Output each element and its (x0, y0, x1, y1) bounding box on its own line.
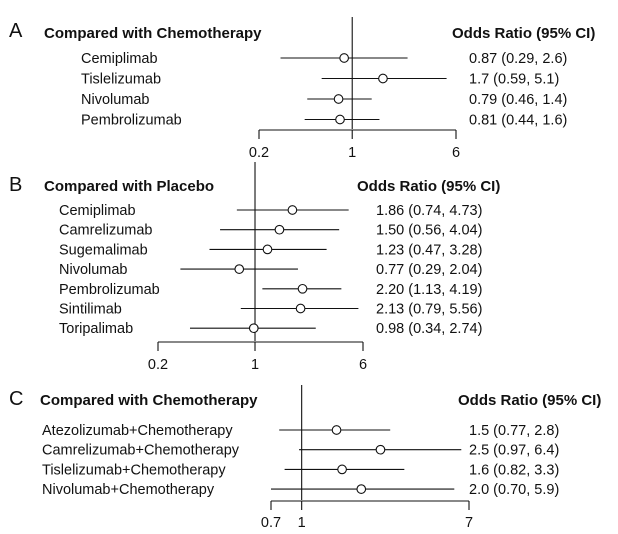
ci-label: 0.79 (0.46, 1.4) (469, 92, 567, 108)
ci-label: 0.98 (0.34, 2.74) (376, 321, 482, 337)
ci-label: 1.23 (0.47, 3.28) (376, 242, 482, 258)
estimate-header: Odds Ratio (95% CI) (458, 392, 601, 409)
point-estimate-marker (378, 73, 388, 84)
point-estimate-marker (262, 244, 273, 255)
ci-label: 1.7 (0.59, 5.1) (469, 72, 559, 88)
x-tick-label: 6 (359, 357, 367, 373)
row-label: Sintilimab (59, 302, 122, 318)
x-tick-label: 0.7 (261, 515, 281, 529)
comparator-header: Compared with Chemotherapy (40, 392, 258, 409)
row-label: Camrelizumab (59, 223, 152, 239)
x-tick-label: 1 (348, 145, 356, 161)
row-label: Camrelizumab+Chemotherapy (42, 443, 240, 459)
ci-label: 0.87 (0.29, 2.6) (469, 51, 567, 67)
x-tick-label: 1 (251, 357, 259, 373)
row-label: Pembrolizumab (59, 282, 160, 298)
ci-label: 2.5 (0.97, 6.4) (469, 443, 559, 459)
point-estimate-marker (356, 484, 367, 494)
panel-letter: B (9, 174, 22, 196)
ci-label: 2.0 (0.70, 5.9) (469, 482, 559, 498)
point-estimate-marker (339, 53, 350, 63)
row-label: Cemiplimab (59, 203, 136, 219)
estimate-header: Odds Ratio (95% CI) (357, 178, 500, 195)
row-label: Nivolumab (59, 262, 128, 278)
x-tick-label: 6 (452, 145, 460, 161)
ci-label: 1.5 (0.77, 2.8) (469, 423, 559, 439)
estimate-header: Odds Ratio (95% CI) (452, 25, 595, 42)
ci-label: 1.86 (0.74, 4.73) (376, 203, 482, 219)
x-tick-label: 0.2 (249, 145, 269, 161)
row-label: Nivolumab+Chemotherapy (42, 482, 215, 498)
row-label: Tislelizumab (81, 72, 161, 88)
x-tick-label: 0.2 (148, 357, 168, 373)
panel-letter: C (9, 388, 23, 410)
row-label: Toripalimab (59, 321, 133, 337)
ci-label: 1.50 (0.56, 4.04) (376, 223, 482, 239)
panel-letter: A (9, 20, 23, 42)
point-estimate-marker (234, 264, 245, 274)
row-label: Pembrolizumab (81, 113, 182, 129)
ci-label: 2.13 (0.79, 5.56) (376, 302, 482, 318)
row-label: Tislelizumab+Chemotherapy (42, 462, 226, 478)
row-label: Cemiplimab (81, 51, 158, 67)
ci-label: 1.6 (0.82, 3.3) (469, 462, 559, 478)
x-tick-label: 7 (465, 515, 473, 529)
ci-label: 2.20 (1.13, 4.19) (376, 282, 482, 298)
comparator-header: Compared with Placebo (44, 178, 214, 195)
point-estimate-marker (295, 303, 306, 314)
point-estimate-marker (375, 444, 386, 455)
point-estimate-marker (248, 323, 259, 334)
x-tick-label: 1 (298, 515, 306, 529)
row-label: Sugemalimab (59, 242, 148, 258)
point-estimate-marker (333, 94, 344, 104)
row-label: Nivolumab (81, 92, 150, 108)
point-estimate-marker (335, 114, 345, 125)
point-estimate-marker (287, 205, 298, 215)
ci-label: 0.81 (0.44, 1.6) (469, 113, 567, 129)
point-estimate-marker (337, 464, 347, 475)
point-estimate-marker (274, 224, 285, 235)
ci-label: 0.77 (0.29, 2.04) (376, 262, 482, 278)
point-estimate-marker (331, 425, 342, 435)
row-label: Atezolizumab+Chemotherapy (42, 423, 233, 439)
point-estimate-marker (297, 283, 308, 294)
comparator-header: Compared with Chemotherapy (44, 25, 262, 42)
